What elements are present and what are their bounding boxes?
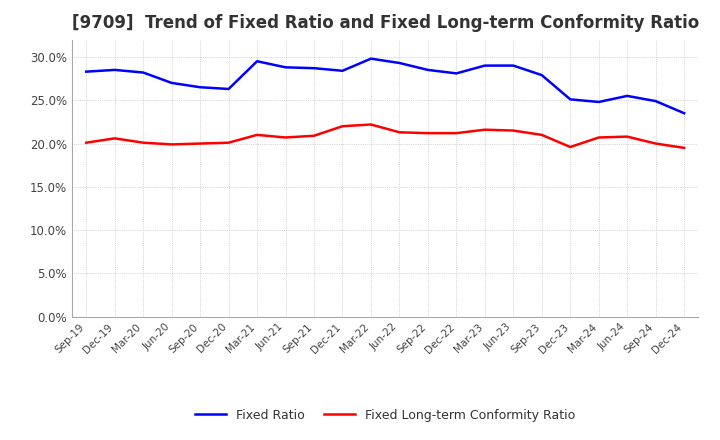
Fixed Ratio xyxy=(167,80,176,85)
Legend: Fixed Ratio, Fixed Long-term Conformity Ratio: Fixed Ratio, Fixed Long-term Conformity … xyxy=(190,404,580,427)
Fixed Long-term Conformity Ratio xyxy=(82,140,91,145)
Fixed Long-term Conformity Ratio xyxy=(623,134,631,139)
Fixed Ratio xyxy=(537,73,546,78)
Fixed Long-term Conformity Ratio xyxy=(282,135,290,140)
Fixed Long-term Conformity Ratio xyxy=(167,142,176,147)
Fixed Ratio xyxy=(310,66,318,71)
Fixed Ratio xyxy=(566,97,575,102)
Fixed Long-term Conformity Ratio xyxy=(366,122,375,127)
Fixed Long-term Conformity Ratio xyxy=(652,141,660,146)
Fixed Ratio xyxy=(225,86,233,92)
Fixed Long-term Conformity Ratio xyxy=(139,140,148,145)
Line: Fixed Ratio: Fixed Ratio xyxy=(86,59,684,113)
Fixed Long-term Conformity Ratio xyxy=(537,132,546,138)
Fixed Long-term Conformity Ratio xyxy=(225,140,233,145)
Fixed Ratio xyxy=(423,67,432,73)
Fixed Long-term Conformity Ratio xyxy=(395,130,404,135)
Fixed Ratio xyxy=(196,84,204,90)
Fixed Long-term Conformity Ratio xyxy=(196,141,204,146)
Fixed Ratio xyxy=(253,59,261,64)
Fixed Ratio xyxy=(82,69,91,74)
Fixed Ratio xyxy=(366,56,375,61)
Fixed Ratio xyxy=(480,63,489,68)
Fixed Long-term Conformity Ratio xyxy=(452,131,461,136)
Fixed Long-term Conformity Ratio xyxy=(110,136,119,141)
Fixed Ratio xyxy=(110,67,119,73)
Fixed Ratio xyxy=(680,110,688,116)
Fixed Ratio xyxy=(395,60,404,66)
Fixed Ratio xyxy=(623,93,631,99)
Fixed Long-term Conformity Ratio xyxy=(680,145,688,150)
Fixed Long-term Conformity Ratio xyxy=(338,124,347,129)
Fixed Ratio xyxy=(595,99,603,105)
Fixed Long-term Conformity Ratio xyxy=(480,127,489,132)
Line: Fixed Long-term Conformity Ratio: Fixed Long-term Conformity Ratio xyxy=(86,125,684,148)
Fixed Long-term Conformity Ratio xyxy=(310,133,318,139)
Fixed Long-term Conformity Ratio xyxy=(423,131,432,136)
Fixed Long-term Conformity Ratio xyxy=(509,128,518,133)
Fixed Long-term Conformity Ratio xyxy=(253,132,261,138)
Fixed Ratio xyxy=(282,65,290,70)
Fixed Ratio xyxy=(652,99,660,104)
Fixed Ratio xyxy=(338,68,347,73)
Fixed Long-term Conformity Ratio xyxy=(566,144,575,150)
Fixed Ratio xyxy=(509,63,518,68)
Fixed Ratio xyxy=(452,71,461,76)
Fixed Ratio xyxy=(139,70,148,75)
Fixed Long-term Conformity Ratio xyxy=(595,135,603,140)
Title: [9709]  Trend of Fixed Ratio and Fixed Long-term Conformity Ratio: [9709] Trend of Fixed Ratio and Fixed Lo… xyxy=(71,15,699,33)
